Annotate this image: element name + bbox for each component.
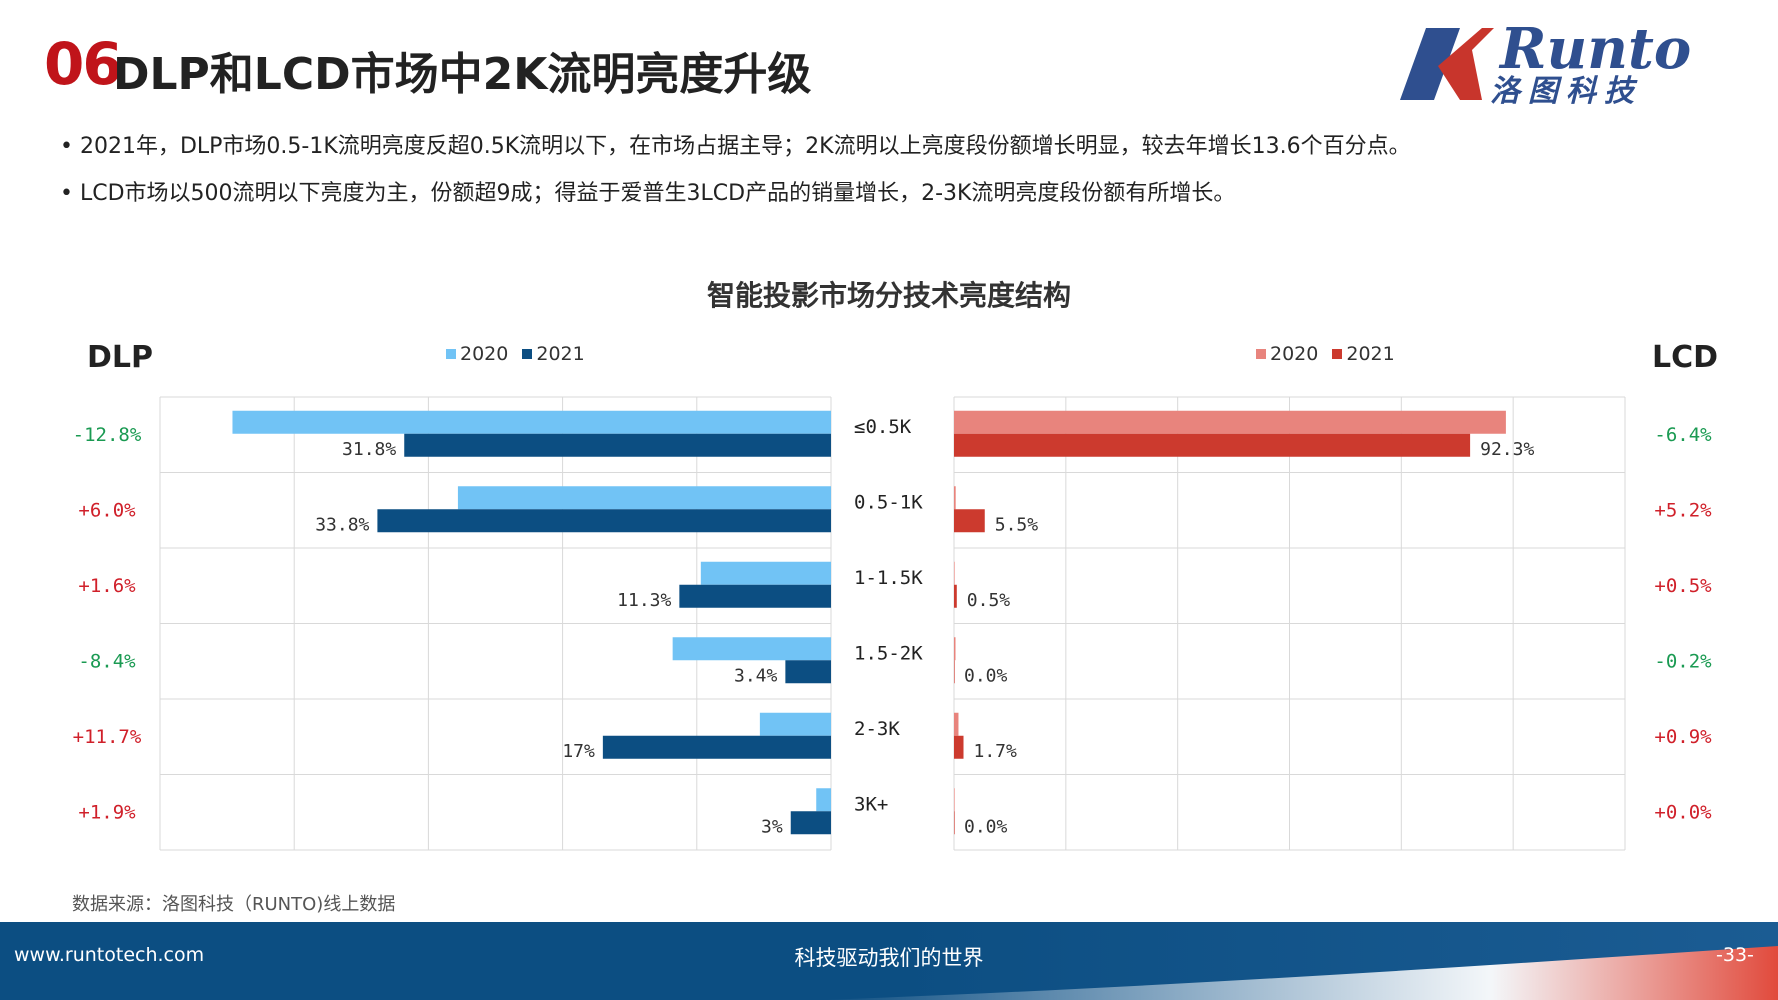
legend-label: 2020 — [1270, 343, 1319, 365]
dlp-data-label: 17% — [562, 741, 595, 762]
lcd-bar-2020-2 — [954, 561, 955, 585]
lcd-bar-2020-4 — [954, 712, 959, 736]
dlp-bar-2020-1 — [457, 486, 831, 510]
dlp-bar-2020-3 — [672, 637, 831, 661]
data-source-note: 数据来源：洛图科技（RUNTO)线上数据 — [72, 894, 396, 915]
lcd-data-label: 0.5% — [967, 590, 1011, 611]
bullet-item: • LCD市场以500流明以下亮度为主，份额超9成；得益于爱普生3LCD产品的销… — [60, 181, 1236, 206]
page-number: -33- — [1716, 944, 1754, 966]
category-label: 0.5-1K — [854, 491, 923, 513]
dlp-data-label: 33.8% — [315, 514, 369, 535]
category-label: 1.5-2K — [854, 642, 923, 664]
lcd-data-label: 5.5% — [995, 514, 1039, 535]
footer-slogan: 科技驱动我们的世界 — [794, 946, 984, 970]
legend-item: 2021 — [522, 343, 585, 365]
dlp-bar-2020-4 — [759, 712, 831, 736]
dlp-data-label: 3.4% — [734, 665, 778, 686]
dlp-data-label: 11.3% — [617, 590, 671, 611]
lcd-bar-2021-0 — [954, 433, 1471, 457]
legend-item: 2021 — [1332, 343, 1395, 365]
dlp-data-label: 31.8% — [342, 439, 396, 460]
category-label: ≤0.5K — [854, 416, 912, 438]
dlp-panel-label: DLP — [87, 340, 154, 375]
legend-swatch — [1256, 349, 1266, 359]
legend-item: 2020 — [446, 343, 508, 365]
lcd-bar-2021-4 — [954, 735, 964, 759]
dlp-bar-2021-1 — [377, 509, 831, 533]
dlp-change-label: -8.4% — [78, 650, 136, 672]
dlp-bar-2021-0 — [404, 433, 831, 457]
dlp-bar-2021-3 — [785, 660, 831, 684]
dlp-bar-2020-2 — [700, 561, 831, 585]
category-label: 2-3K — [854, 718, 900, 740]
dlp-legend: 2020 2021 — [446, 343, 593, 365]
legend-swatch — [522, 349, 533, 359]
legend-item: 2020 — [1256, 343, 1318, 365]
lcd-bar-2020-1 — [954, 486, 956, 510]
lcd-data-label: 92.3% — [1480, 439, 1534, 460]
dlp-data-label: 3% — [761, 816, 783, 837]
legend-swatch — [446, 349, 456, 359]
bullet-item: • 2021年，DLP市场0.5-1K流明亮度反超0.5K流明以下，在市场占据主… — [60, 134, 1411, 159]
dlp-change-label: +11.7% — [73, 726, 142, 748]
dlp-change-label: +6.0% — [78, 499, 136, 521]
lcd-change-label: -6.4% — [1654, 424, 1712, 446]
legend-label: 2021 — [1346, 343, 1395, 365]
legend-label: 2020 — [460, 343, 509, 365]
footer-band — [0, 922, 1778, 1000]
lcd-bar-2021-3 — [954, 660, 955, 684]
lcd-bar-2021-5 — [954, 811, 955, 835]
dlp-change-label: +1.9% — [78, 801, 136, 823]
section-number: 06 — [44, 30, 123, 98]
lcd-bar-2020-0 — [954, 410, 1506, 434]
summary-bullets: • 2021年，DLP市场0.5-1K流明亮度反超0.5K流明以下，在市场占据主… — [60, 130, 1411, 224]
lcd-bar-2020-3 — [954, 637, 956, 661]
page-title: DLP和LCD市场中2K流明亮度升级 — [113, 49, 812, 100]
category-label: 3K+ — [854, 793, 888, 815]
dlp-change-label: -12.8% — [73, 424, 142, 446]
logo-brand: Runto — [1500, 16, 1692, 82]
dlp-bar-2021-2 — [679, 584, 831, 608]
lcd-panel-label: LCD — [1652, 340, 1719, 375]
lcd-data-label: 0.0% — [964, 665, 1008, 686]
runto-logo-icon — [1400, 28, 1494, 100]
lcd-change-label: +0.9% — [1654, 726, 1712, 748]
dlp-bar-2021-4 — [602, 735, 831, 759]
dlp-bar-2021-5 — [790, 811, 831, 835]
category-label: 1-1.5K — [854, 567, 923, 589]
lcd-data-label: 1.7% — [974, 741, 1018, 762]
lcd-change-label: -0.2% — [1654, 650, 1712, 672]
logo-subtitle: 洛图科技 — [1490, 74, 1642, 109]
dlp-bar-2020-0 — [232, 410, 831, 434]
lcd-data-label: 0.0% — [964, 816, 1008, 837]
legend-swatch — [1332, 349, 1343, 359]
chart-title: 智能投影市场分技术亮度结构 — [706, 279, 1071, 312]
lcd-bar-2020-5 — [954, 788, 955, 812]
lcd-bar-2021-1 — [954, 509, 985, 533]
dlp-change-label: +1.6% — [78, 575, 136, 597]
footer-url-link[interactable]: www.runtotech.com — [14, 944, 205, 966]
header-divider — [52, 108, 1742, 111]
lcd-legend: 2020 2021 — [1256, 343, 1403, 365]
dlp-bar-2020-5 — [816, 788, 831, 812]
lcd-change-label: +5.2% — [1654, 499, 1712, 521]
lcd-change-label: +0.0% — [1654, 801, 1712, 823]
lcd-change-label: +0.5% — [1654, 575, 1712, 597]
legend-label: 2021 — [536, 343, 585, 365]
lcd-bar-2021-2 — [954, 584, 957, 608]
